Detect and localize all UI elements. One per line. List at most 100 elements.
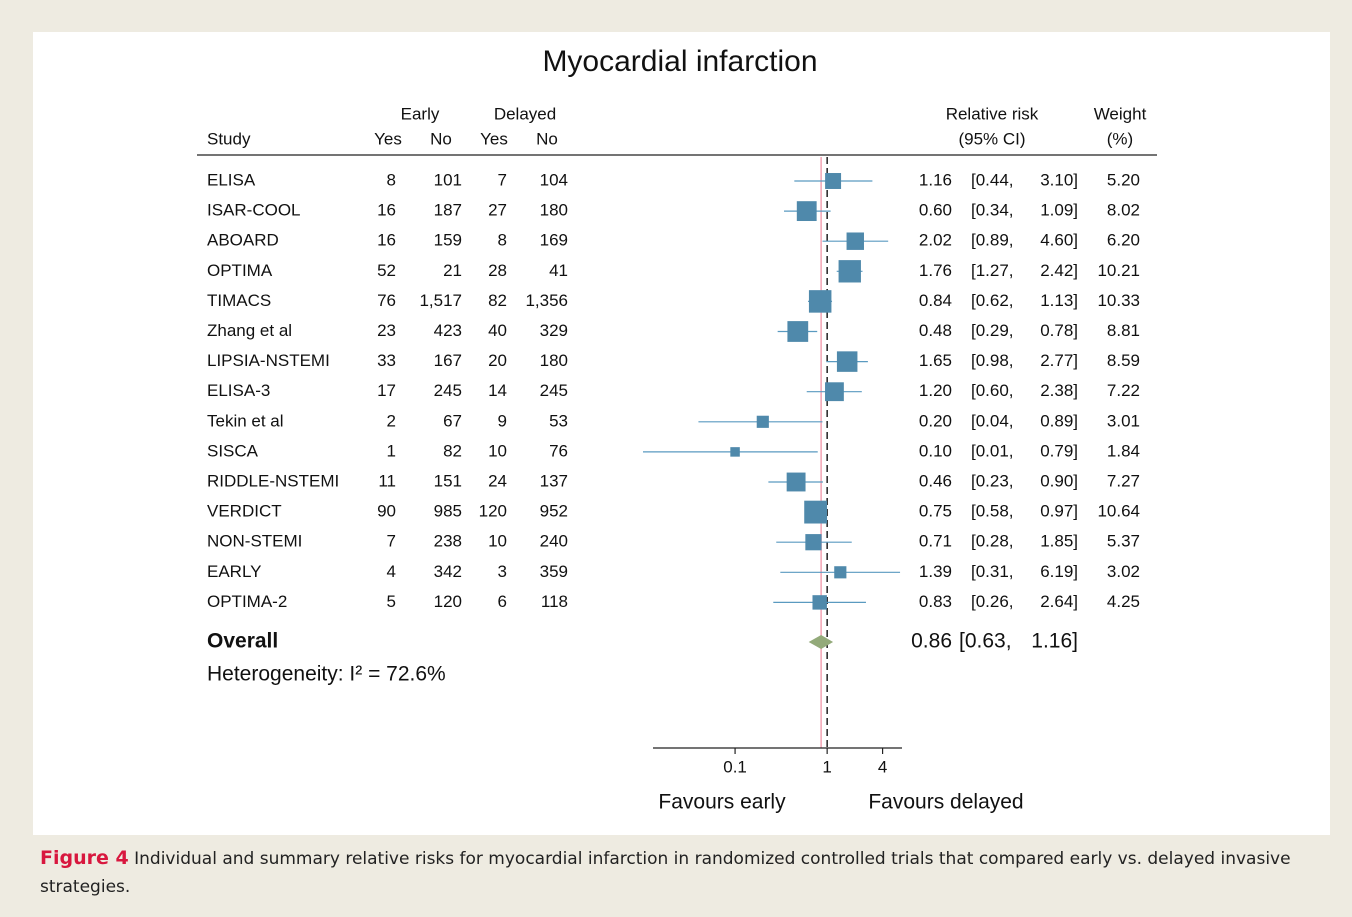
cell-delayed-yes: 7: [498, 170, 507, 189]
cell-weight: 10.21: [1097, 261, 1140, 280]
cell-ci-high: 0.79]: [1040, 441, 1078, 460]
overall-ci-low: [0.63,: [959, 630, 1012, 653]
cell-early-no: 120: [434, 592, 462, 611]
cell-delayed-no: 359: [540, 562, 568, 581]
cell-ci-low: [0.98,: [971, 351, 1014, 370]
cell-early-yes: 1: [387, 441, 396, 460]
cell-early-yes: 16: [377, 201, 396, 220]
x-tick-label: 4: [878, 757, 887, 776]
cell-ci-high: 1.13]: [1040, 291, 1078, 310]
study-name: ELISA-3: [207, 381, 270, 400]
cell-early-yes: 5: [387, 592, 396, 611]
column-header: No: [430, 129, 452, 148]
cell-delayed-no: 137: [540, 471, 568, 490]
cell-delayed-no: 180: [540, 351, 568, 370]
column-header: Yes: [374, 129, 402, 148]
cell-early-no: 342: [434, 562, 462, 581]
cell-ci-high: 0.78]: [1040, 321, 1078, 340]
cell-ci-high: 0.97]: [1040, 502, 1078, 521]
cell-early-no: 167: [434, 351, 462, 370]
overall-rr: 0.86: [911, 630, 952, 653]
cell-delayed-yes: 3: [498, 562, 507, 581]
cell-ci-low: [0.28,: [971, 532, 1014, 551]
study-square: [804, 500, 828, 524]
study-name: NON-STEMI: [207, 532, 302, 551]
cell-early-yes: 11: [378, 471, 396, 490]
study-square: [730, 447, 740, 457]
caption: Figure 4 Individual and summary relative…: [40, 844, 1332, 901]
study-square: [838, 260, 861, 283]
x-tick-label: 1: [822, 757, 831, 776]
cell-ci-low: [0.34,: [971, 201, 1014, 220]
cell-delayed-no: 180: [540, 201, 568, 220]
x-tick-label: 0.1: [723, 757, 747, 776]
heterogeneity: Heterogeneity: I² = 72.6%: [207, 663, 446, 686]
cell-weight: 7.27: [1107, 471, 1140, 490]
panel: [33, 32, 1330, 835]
cell-early-yes: 23: [377, 321, 396, 340]
cell-delayed-yes: 14: [488, 381, 507, 400]
column-header: Early: [401, 104, 440, 123]
chart: Myocardial infarction Early Delayed Study Y…: [33, 32, 1330, 835]
cell-delayed-no: 118: [541, 592, 568, 611]
cell-early-yes: 76: [377, 291, 396, 310]
cell-rr: 1.65: [919, 351, 952, 370]
cell-delayed-yes: 8: [498, 231, 507, 250]
cell-weight: 7.22: [1107, 381, 1140, 400]
cell-ci-low: [0.58,: [971, 502, 1014, 521]
cell-early-yes: 8: [387, 170, 396, 189]
cell-weight: 10.64: [1097, 502, 1140, 521]
cell-ci-high: 4.60]: [1040, 231, 1078, 250]
cell-rr: 1.76: [919, 261, 952, 280]
cell-rr: 1.39: [919, 562, 952, 581]
cell-ci-low: [0.31,: [971, 562, 1014, 581]
study-name: ELISA: [207, 170, 256, 189]
column-header: Study: [207, 129, 251, 148]
cell-delayed-no: 240: [540, 532, 568, 551]
overall-label: Overall: [207, 630, 278, 653]
cell-ci-high: 0.90]: [1040, 471, 1078, 490]
cell-rr: 0.75: [919, 502, 952, 521]
cell-delayed-no: 952: [540, 502, 568, 521]
study-name: Tekin et al: [207, 411, 284, 430]
cell-ci-low: [0.01,: [971, 441, 1014, 460]
study-square: [805, 534, 822, 551]
study-square: [756, 415, 769, 428]
cell-early-no: 101: [434, 170, 462, 189]
study-square: [836, 351, 858, 372]
cell-weight: 5.37: [1107, 532, 1140, 551]
cell-delayed-no: 41: [549, 261, 568, 280]
cell-rr: 1.20: [919, 381, 952, 400]
cell-delayed-no: 76: [549, 441, 568, 460]
study-name: ABOARD: [207, 231, 279, 250]
cell-ci-low: [0.62,: [971, 291, 1014, 310]
study-name: EARLY: [207, 562, 262, 581]
cell-ci-high: 2.38]: [1040, 381, 1078, 400]
cell-ci-high: 0.89]: [1040, 411, 1078, 430]
cell-early-no: 67: [443, 411, 462, 430]
cell-rr: 0.10: [919, 441, 952, 460]
cell-ci-high: 6.19]: [1040, 562, 1078, 581]
cell-early-yes: 52: [377, 261, 396, 280]
cell-weight: 1.84: [1107, 441, 1140, 460]
column-header: Yes: [480, 129, 508, 148]
cell-weight: 8.81: [1107, 321, 1140, 340]
cell-early-yes: 33: [377, 351, 396, 370]
study-square: [825, 173, 842, 189]
cell-delayed-no: 104: [540, 170, 568, 189]
cell-weight: 5.20: [1107, 170, 1140, 189]
study-square: [846, 232, 864, 250]
cell-delayed-yes: 20: [488, 351, 507, 370]
cell-ci-low: [0.44,: [971, 170, 1014, 189]
cell-rr: 2.02: [919, 231, 952, 250]
cell-early-no: 159: [434, 231, 462, 250]
cell-early-no: 151: [434, 471, 462, 490]
cell-delayed-yes: 40: [488, 321, 507, 340]
cell-delayed-no: 245: [540, 381, 568, 400]
x-label: Favours early: [658, 791, 786, 814]
cell-ci-low: [0.89,: [971, 231, 1014, 250]
column-header: Delayed: [494, 104, 556, 123]
cell-early-no: 238: [434, 532, 462, 551]
cell-ci-low: [0.23,: [971, 471, 1014, 490]
